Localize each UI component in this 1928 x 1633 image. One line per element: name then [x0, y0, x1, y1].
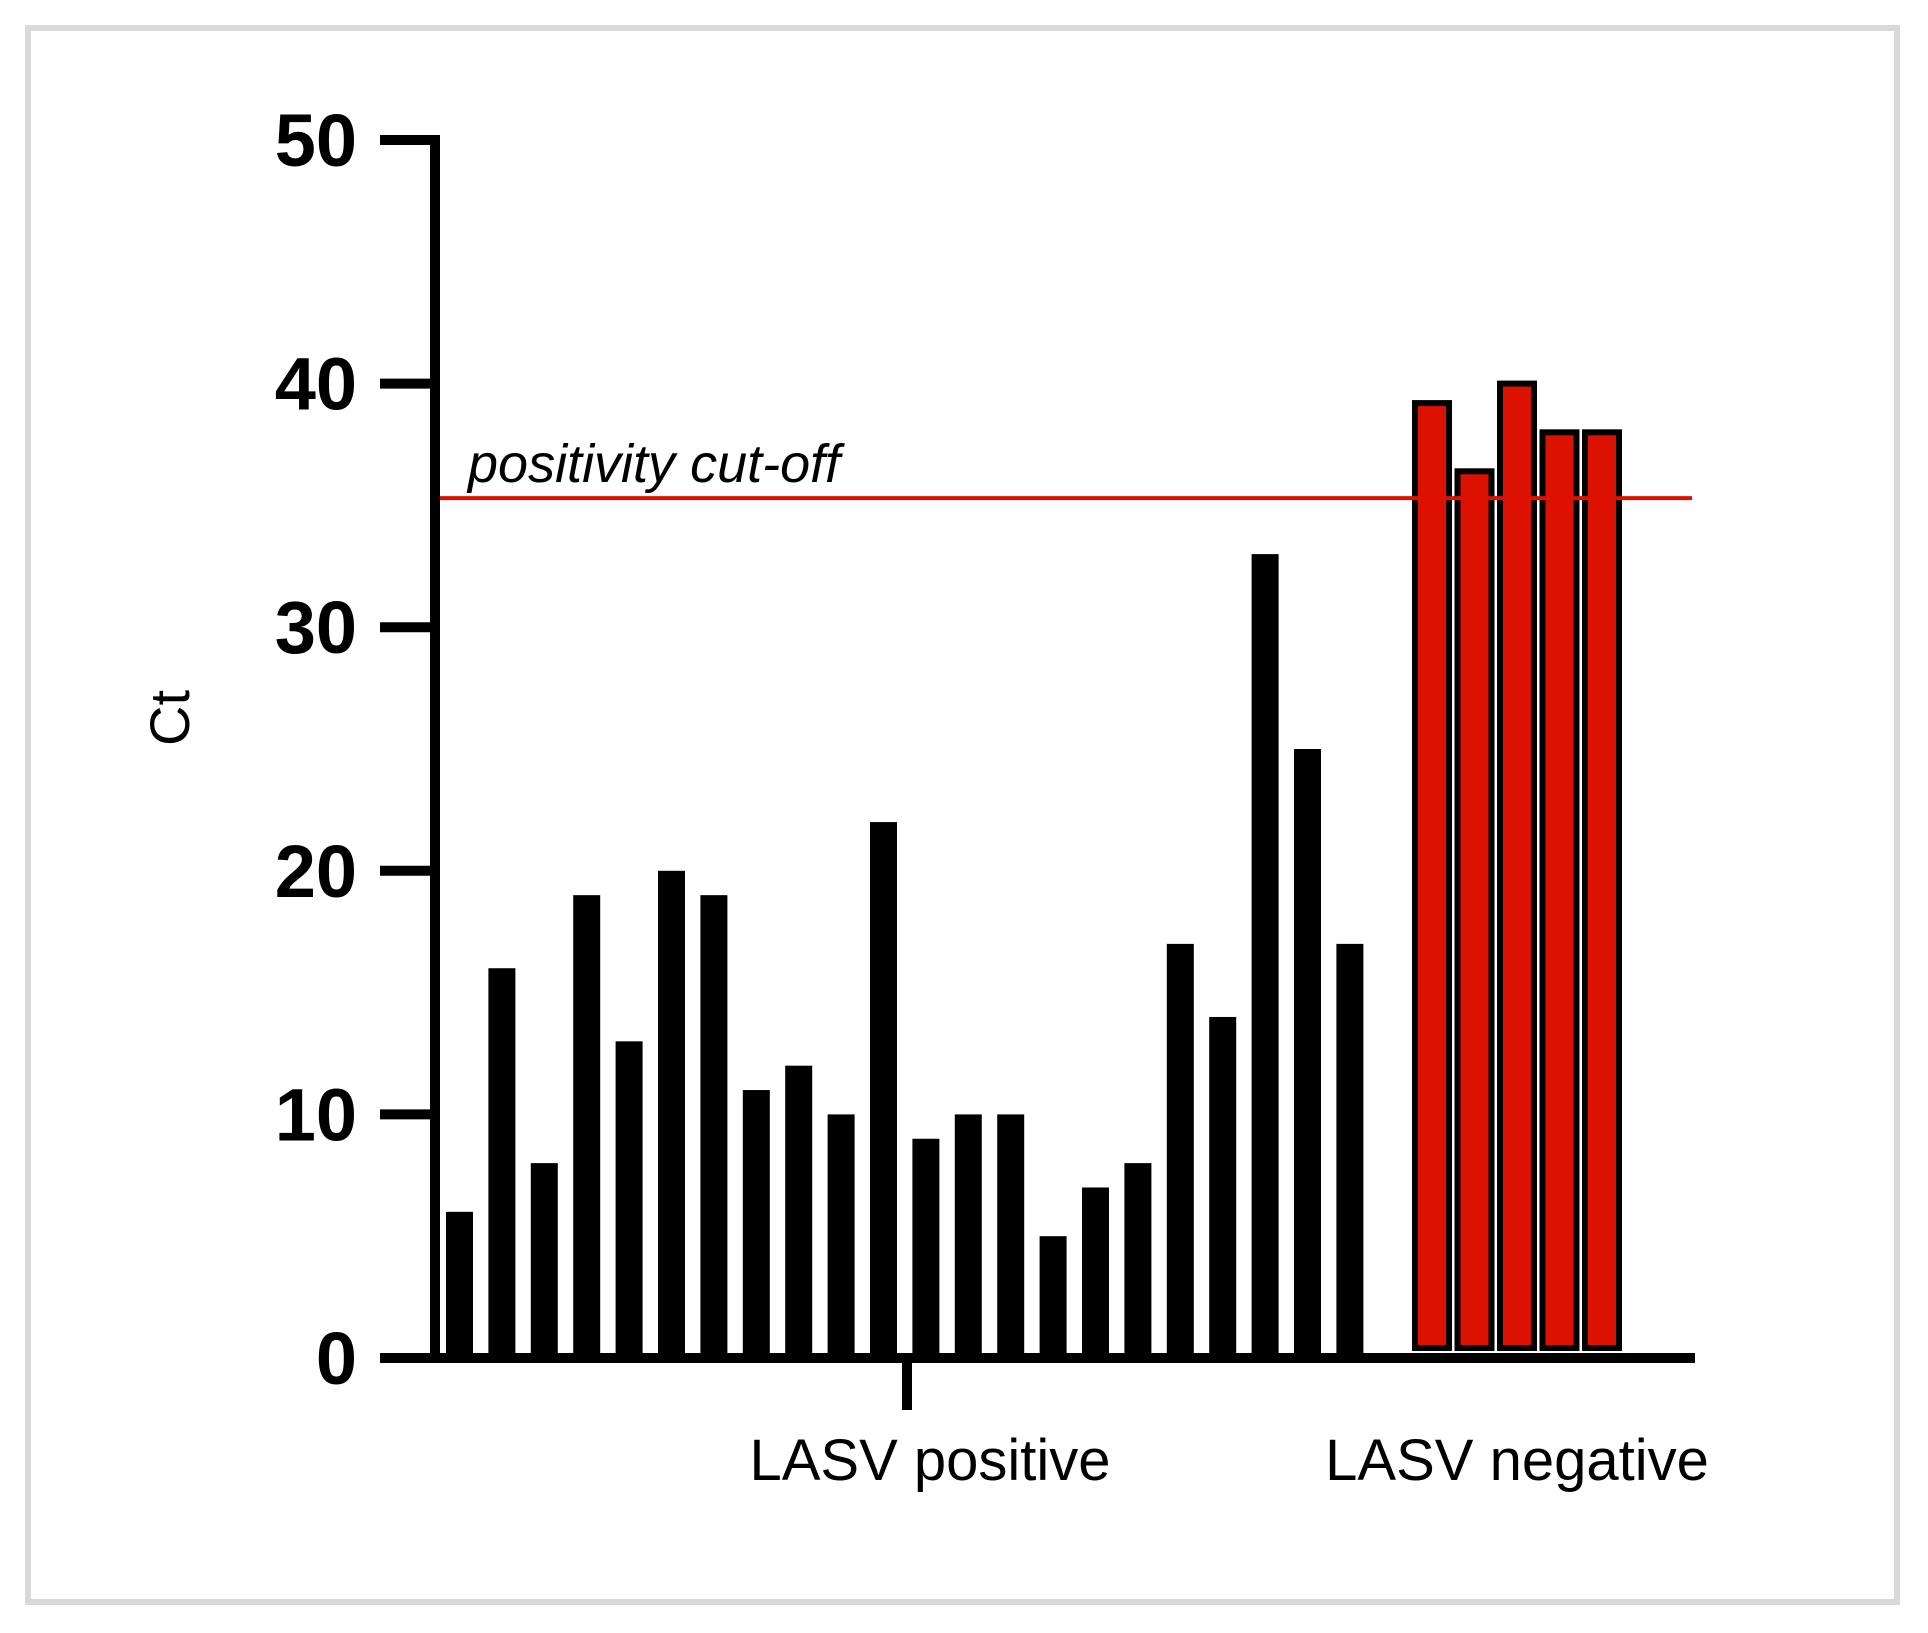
bar-positive — [785, 1065, 813, 1358]
cutoff-label: positivity cut-off — [466, 434, 845, 494]
bar-positive — [1294, 749, 1321, 1358]
bars-layer — [446, 380, 1622, 1358]
y-tick-label: 40 — [275, 343, 357, 426]
y-tick-label: 50 — [275, 99, 357, 182]
bar-positive — [912, 1138, 940, 1358]
bar-positive — [446, 1211, 473, 1358]
bar-positive — [827, 1114, 855, 1358]
bar-positive — [997, 1114, 1025, 1358]
bar-positive — [1209, 1016, 1237, 1358]
y-axis-title: Ct — [138, 690, 201, 746]
bar-positive — [1166, 943, 1194, 1358]
bar-positive — [870, 822, 897, 1358]
bar-positive — [573, 895, 601, 1358]
y-tick-label: 30 — [275, 586, 357, 669]
bar-positive — [742, 1090, 770, 1358]
bar-positive — [1124, 1163, 1152, 1358]
y-tick-label: 10 — [275, 1073, 357, 1156]
group-label-positive: LASV positive — [749, 1428, 1110, 1493]
bar-positive — [488, 968, 516, 1358]
bar-positive — [530, 1163, 558, 1358]
bar-positive — [1082, 1187, 1109, 1358]
y-ticks: 0 10 20 30 40 50 — [275, 99, 435, 1400]
bar-negative — [1497, 380, 1537, 1352]
bar-positive — [1251, 554, 1279, 1358]
bar-negative — [1454, 468, 1495, 1351]
bar-positive — [658, 870, 685, 1358]
bar-positive — [954, 1114, 982, 1358]
bar-positive — [700, 895, 728, 1358]
y-tick-label: 20 — [275, 830, 357, 913]
bar-negative — [1412, 400, 1452, 1351]
bar-positive — [615, 1041, 643, 1358]
y-tick-label: 0 — [316, 1317, 357, 1400]
bar-negative — [1539, 429, 1580, 1351]
group-label-negative: LASV negative — [1325, 1428, 1709, 1493]
bar-positive — [1039, 1236, 1067, 1358]
bar-positive — [1336, 943, 1364, 1358]
bar-negative — [1582, 429, 1622, 1351]
